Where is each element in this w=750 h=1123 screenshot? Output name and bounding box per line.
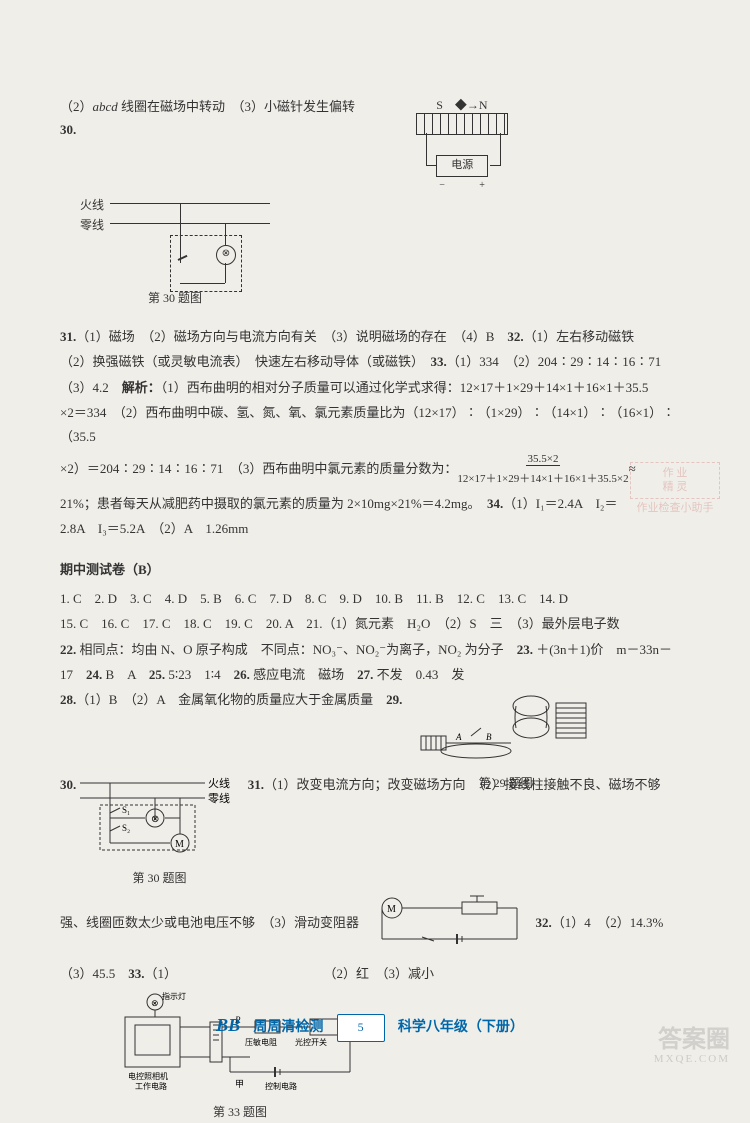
ling-label: 零线 — [80, 215, 104, 237]
prefix: （2） — [60, 99, 93, 114]
line3a: （3）4.2 — [60, 380, 122, 395]
q28t: （1）B （2）A 金属氧化物的质量应大于金属质量 — [76, 692, 386, 707]
page-footer: BB 周周清检测 5 科学八年级（下册） — [175, 1009, 575, 1042]
q29: 29. — [386, 692, 402, 707]
q33b: 33. — [128, 966, 144, 981]
svg-text:M: M — [175, 839, 184, 850]
line3b: （1）西布曲明的相对分子质量可以通过化学式求得：12×17＋1×29＋14×1＋… — [161, 380, 649, 395]
q33bt2: （2）红 （3）减小 — [324, 966, 435, 981]
q31b: 31. — [248, 777, 264, 792]
jiexi-label: 解析： — [122, 380, 161, 395]
line5b: ≈ — [629, 461, 636, 476]
svg-text:工作电路: 工作电路 — [135, 1081, 167, 1091]
line-text: 线圈在磁场中转动 （3）小磁针发生偏转 — [118, 99, 368, 114]
q33-text: （1）334 （2）204∶29∶14∶16∶71 — [447, 354, 662, 369]
frac-num: 35.5×2 — [526, 453, 561, 466]
fig30-caption: 第 30 题图 — [80, 288, 270, 310]
q33-num: 33. — [431, 354, 447, 369]
svg-text:S₂: S₂ — [122, 823, 130, 833]
first-block: （2）abcd 线圈在磁场中转动 （3）小磁针发生偏转 30. S ◆→N 电源… — [60, 95, 710, 305]
q33bt: （1） — [145, 966, 178, 981]
q32b: 32. — [536, 915, 552, 930]
q23: 23. — [517, 642, 533, 657]
footer-left: 周周清检测 — [253, 1015, 323, 1040]
q32-num: 32. — [507, 329, 523, 344]
figure-29: A B 第 29 题图 — [416, 688, 596, 768]
svg-text:指示灯: 指示灯 — [162, 991, 186, 1001]
q22: 22. — [60, 642, 76, 657]
svg-text:⊗: ⊗ — [151, 998, 159, 1008]
q31-text: （1）磁场 （2）磁场方向与电流方向有关 （3）说明磁场的存在 （4）B — [76, 329, 507, 344]
fig30b-cap: 第 30 题图 — [80, 868, 240, 890]
figure-huoxian: 火线 零线 ⊗ 第 30 题图 — [80, 195, 270, 305]
fig29-cap: 第 29 题图 — [416, 773, 596, 795]
line5a: ×2）＝204∶29∶14∶16∶71 （3）西布曲明中氯元素的质量分数为： — [60, 461, 457, 476]
line2b: 强、线圈匝数太少或电池电压不够 （3）滑动变阻器 — [60, 915, 359, 930]
q33line: （3）45.5 — [60, 966, 128, 981]
q23t: ＋(3n＋1)价 m－33n－ — [533, 642, 672, 657]
page-content: （2）abcd 线圈在磁场中转动 （3）小磁针发生偏转 30. S ◆→N 电源… — [0, 0, 750, 1123]
mc-answers: 1. C 2. D 3. C 4. D 5. B 6. C 7. D 8. C … — [60, 587, 710, 610]
svg-text:火线: 火线 — [208, 776, 230, 790]
figure-33: ⊗ 指示灯 电控照相机 工作电路 R 压敏电阻 光控开关 — [120, 987, 360, 1107]
testB-title: 期中测试卷（B） — [60, 558, 710, 581]
q22t: 相同点：均由 N、O 原子构成 不同点：NO₃⁻、NO₂⁻为离子，NO₂ 为分子 — [76, 642, 516, 657]
line-2-3: （2）abcd 线圈在磁场中转动 （3）小磁针发生偏转 30. — [60, 95, 380, 142]
fraction: 35.5×2 12×17＋1×29＋14×1＋16×1＋35.5×2 — [457, 450, 628, 490]
q28: 28. — [60, 692, 76, 707]
l4a: 17 — [60, 667, 86, 682]
testB-line2: 15. C 16. C 17. C 18. C 19. C 20. A 21.（… — [60, 612, 710, 635]
q34-num: 34. — [487, 496, 503, 511]
footer-logo: BB — [216, 1009, 240, 1041]
svg-text:S₁: S₁ — [122, 805, 130, 815]
q30-label: 30. — [60, 122, 76, 137]
svg-text:控制电路: 控制电路 — [265, 1081, 297, 1091]
frac-den: 12×17＋1×29＋14×1＋16×1＋35.5×2 — [457, 473, 628, 485]
q25t: 5∶23 1∶4 — [165, 667, 234, 682]
q32-text: （1）左右移动磁铁 — [524, 329, 635, 344]
line4: ×2＝334 （2）西布曲明中碳、氢、氮、氧、氯元素质量比为（12×17）∶（1… — [60, 401, 710, 448]
q31-num: 31. — [60, 329, 76, 344]
huo-label: 火线 — [80, 195, 104, 217]
figure-coil-power: S ◆→N 电源 − + — [391, 95, 531, 195]
section-30b: 30. 火线 零线 S₁ S₂ ⊗ M — [60, 773, 710, 889]
q24t: B A — [102, 667, 149, 682]
line2: （2）换强磁铁（或灵敏电流表） 快速左右移动导体（或磁铁） — [60, 354, 431, 369]
q27t: 不发 0.43 发 — [373, 667, 464, 682]
svg-text:⊗: ⊗ — [151, 814, 159, 825]
figure-motor: M — [362, 894, 532, 954]
svg-text:甲: 甲 — [235, 1079, 244, 1089]
q27: 27. — [357, 667, 373, 682]
svg-text:A: A — [455, 732, 462, 742]
q32bt: （1）4 （2）14.3% — [552, 915, 664, 930]
footer-right: 科学八年级（下册） — [398, 1015, 524, 1040]
svg-text:电控照相机: 电控照相机 — [128, 1071, 168, 1081]
q25: 25. — [149, 667, 165, 682]
q30b: 30. — [60, 773, 76, 796]
section-31-34: 31.（1）磁场 （2）磁场方向与电流方向有关 （3）说明磁场的存在 （4）B … — [60, 325, 710, 540]
power-box: 电源 — [436, 155, 488, 177]
line7: 2.8A I₃＝5.2A （2）A 1.26mm — [60, 517, 710, 540]
footer-page: 5 — [337, 1014, 385, 1042]
q26: 26. — [234, 667, 250, 682]
italic-abcd: abcd — [93, 99, 118, 114]
svg-text:M: M — [387, 904, 396, 915]
line6a: 21%；患者每天从减肥药中摄取的氯元素的质量为 2×10mg×21%＝4.2mg… — [60, 496, 487, 511]
q34-text: （1）I₁＝2.4A I₂＝ — [503, 496, 617, 511]
q24: 24. — [86, 667, 102, 682]
figure-30b: 火线 零线 S₁ S₂ ⊗ M 第 30 题图 — [80, 773, 240, 863]
fig33-cap: 第 33 题图 — [120, 1102, 360, 1123]
q26t: 感应电流 磁场 — [250, 667, 357, 682]
svg-text:B: B — [486, 732, 492, 742]
svg-text:零线: 零线 — [208, 791, 230, 805]
